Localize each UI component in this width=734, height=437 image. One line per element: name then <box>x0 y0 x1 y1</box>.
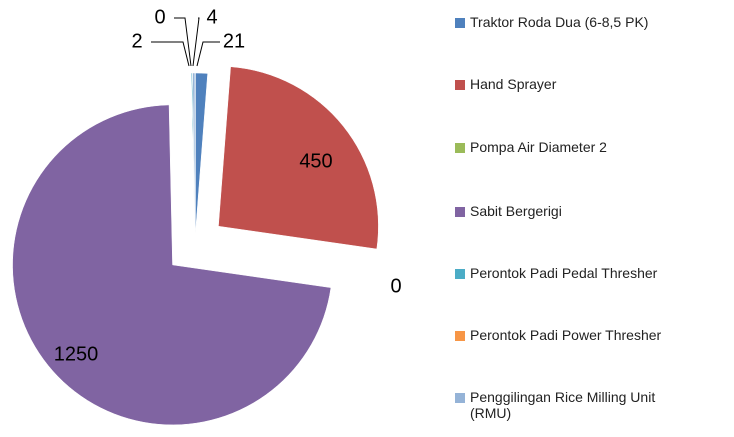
legend-label: Penggilingan Rice Milling Unit (RMU) <box>470 389 656 421</box>
legend-swatch <box>455 331 465 341</box>
legend-swatch <box>455 18 465 28</box>
data-label: 450 <box>299 150 332 172</box>
leader-line <box>192 17 200 67</box>
legend-label: Perontok Padi Power Thresher <box>470 327 662 343</box>
legend-swatch <box>455 143 465 153</box>
legend-label: Traktor Roda Dua (6-8,5 PK) <box>470 14 649 30</box>
data-label: 4 <box>206 6 217 28</box>
data-label: 21 <box>223 30 245 52</box>
legend-item: Pompa Air Diameter 2 <box>455 139 730 155</box>
data-label: 0 <box>154 6 165 28</box>
pie-slice <box>195 72 208 234</box>
pie-slice <box>192 72 196 234</box>
legend-swatch <box>455 207 465 217</box>
leader-line <box>174 17 192 67</box>
legend-label: Sabit Bergerigi <box>470 203 562 219</box>
legend-label: Perontok Padi Pedal Thresher <box>470 265 658 281</box>
legend-item: Traktor Roda Dua (6-8,5 PK) <box>455 14 730 30</box>
data-label: 0 <box>390 275 401 297</box>
legend-item: Penggilingan Rice Milling Unit (RMU) <box>455 389 730 421</box>
pie-slice <box>12 104 332 426</box>
data-label: 2 <box>131 30 142 52</box>
pie-slice <box>218 66 379 250</box>
legend-item: Sabit Bergerigi <box>455 203 730 219</box>
legend-swatch <box>455 269 465 279</box>
leader-line <box>196 41 220 67</box>
leader-line <box>151 41 190 67</box>
legend-item: Perontok Padi Power Thresher <box>455 327 730 343</box>
data-label: 1250 <box>54 343 99 365</box>
legend-label: Pompa Air Diameter 2 <box>470 139 607 155</box>
legend-item: Hand Sprayer <box>455 76 730 92</box>
legend-swatch <box>455 393 465 403</box>
pie-slice <box>206 246 366 270</box>
legend-swatch <box>455 80 465 90</box>
legend-label: Hand Sprayer <box>470 76 557 92</box>
legend-item: Perontok Padi Pedal Thresher <box>455 265 730 281</box>
